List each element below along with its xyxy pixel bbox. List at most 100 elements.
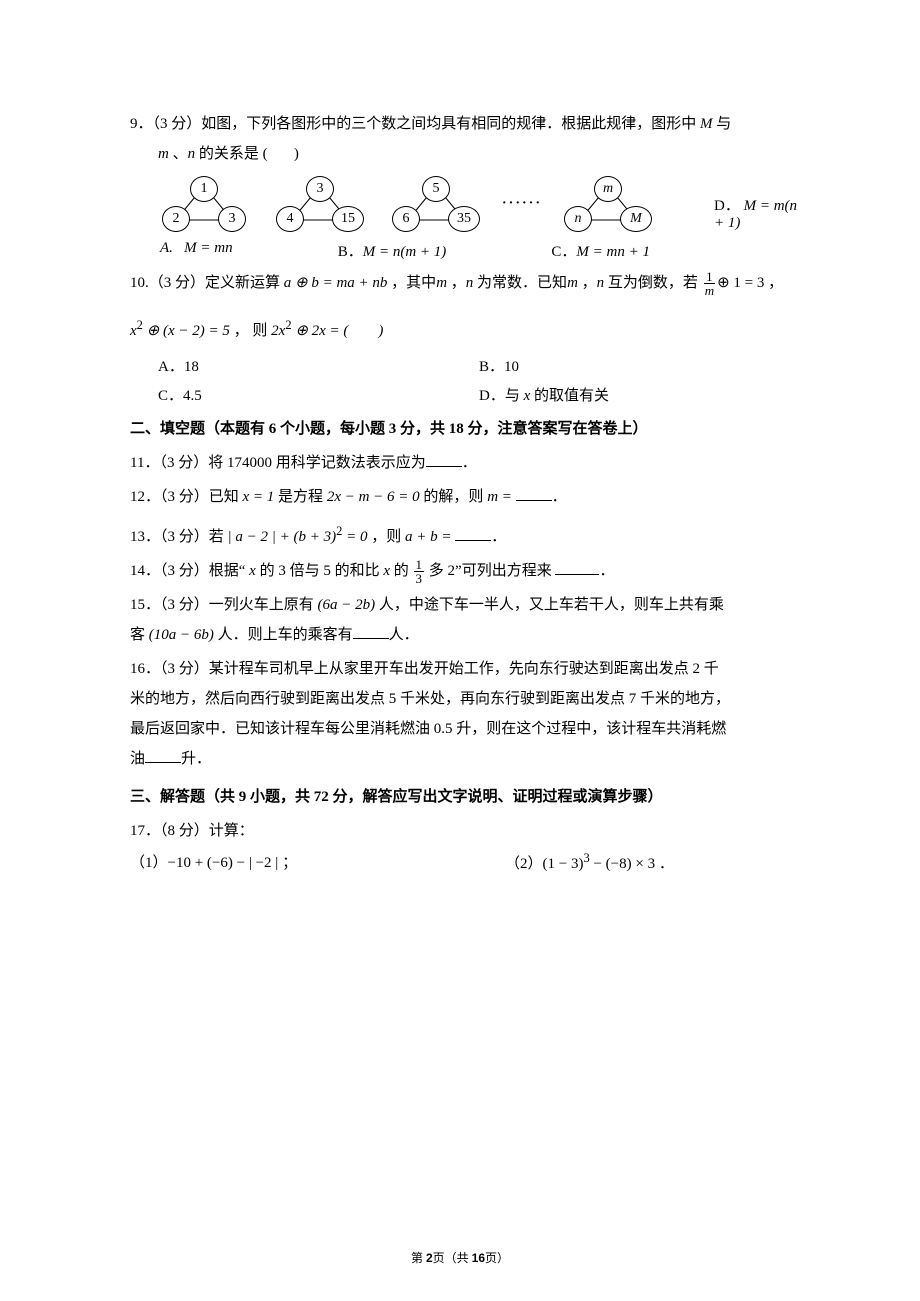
q15-p2: (10a − 6b): [149, 627, 214, 643]
q10-l2d: 2x: [271, 323, 285, 339]
tree3-right: 35: [448, 206, 480, 232]
q14-a: 14．（3 分）根据“: [130, 563, 249, 579]
q10-frac-d: m: [703, 284, 716, 297]
q9-tree-1: 123: [154, 172, 254, 234]
q10-optB: B．10: [479, 355, 800, 376]
q10-tail: ⊕ 1 = 3: [717, 275, 764, 291]
q14-frac: 13: [414, 558, 425, 585]
q9-text-b: 与: [713, 116, 732, 132]
q15-blank: [353, 625, 389, 639]
q13: 13．（3 分）若 | a − 2 | + (b + 3)2 = 0 ，则 a …: [130, 517, 800, 551]
q9-paren: 的关系是 ( ): [195, 146, 299, 162]
q15-b: 人，中途下车一半人，又上车若干人，则车上共有乘: [375, 597, 724, 613]
q11-a: 11．（3 分）将 174000 用科学记数法表示应为: [130, 455, 426, 471]
p2-a: (1 − 3): [543, 856, 584, 872]
q10-b: ，其中: [387, 275, 436, 291]
q12-eq: 2x − m − 6 = 0: [327, 489, 420, 505]
tree4-top-text: m: [603, 181, 613, 197]
q9-n: n: [188, 146, 196, 162]
q12-c: 的解，则: [420, 489, 488, 505]
page-footer: 第 2页（共 16页）: [0, 1249, 920, 1266]
q9-optd-label: D．: [714, 198, 740, 214]
tree1-left: 2: [162, 206, 190, 232]
q15-l2b: 人．则上车的乘客有: [214, 627, 353, 643]
f-b: 2: [426, 1251, 433, 1265]
p1-expr: −10 + (−6) − | −2 |: [168, 855, 279, 871]
q16-l1: 16．（3 分）某计程车司机早上从家里开车出发开始工作，先向东行驶达到距离出发点…: [130, 655, 800, 683]
q10-optD-b: 的取值有关: [530, 388, 609, 404]
q9-stem-line2: m 、n 的关系是 ( ): [130, 140, 800, 168]
tree2-top: 3: [306, 176, 334, 202]
q13-ab: a + b =: [405, 529, 452, 545]
q9-text-a: 9．（3 分）如图，下列各图形中的三个数之间均具有相同的规律．根据此规律，图形中: [130, 116, 700, 132]
tree3-top: 5: [422, 176, 450, 202]
p1-label: （1）: [130, 855, 168, 871]
q10-a: 10.（3 分）定义新运算: [130, 275, 284, 291]
ellipsis-icon: ······: [502, 172, 542, 212]
q10-d: 互为倒数，若: [604, 275, 702, 291]
tree2-left: 4: [276, 206, 304, 232]
tree1-top: 1: [190, 176, 218, 202]
q17-stem: 17．（8 分）计算：: [130, 817, 800, 845]
q13-b: ，则: [368, 529, 406, 545]
q11: 11．（3 分）将 174000 用科学记数法表示应为 ．: [130, 449, 800, 477]
tree4-right-text: M: [630, 211, 642, 227]
tree4-right: M: [620, 206, 652, 232]
q9-M: M: [700, 116, 713, 132]
q15-l2c: 人．: [389, 627, 419, 643]
q13-d: ．: [491, 529, 506, 545]
q10-optC: C．4.5: [158, 384, 479, 405]
q13-a: 13．（3 分）若: [130, 529, 228, 545]
q16-blank: [145, 749, 181, 763]
q10-c: 为常数．已知: [473, 275, 567, 291]
q16-l3: 最后返回家中．已知该计程车每公里消耗燃油 0.5 升，则在这个过程中，该计程车共…: [130, 715, 800, 743]
q10-l2b: ⊕ (x − 2) = 5: [143, 323, 230, 339]
tree3-left: 6: [392, 206, 420, 232]
f-c: 页（共: [433, 1251, 472, 1265]
q10-c1: ，: [447, 275, 466, 291]
q12-b: 是方程: [274, 489, 327, 505]
q15-l2a: 客: [130, 627, 149, 643]
q16-l2: 米的地方，然后向西行驶到距离出发点 5 千米处，再向东行驶到距离出发点 7 千米…: [130, 685, 800, 713]
q11-b: ．: [462, 455, 477, 471]
q10-optD-a: D．与: [479, 388, 524, 404]
q9-tree-4: m n M: [558, 172, 658, 234]
tree4-left-text: n: [575, 211, 582, 227]
q14-d: 多 2”可列出方程来: [425, 563, 555, 579]
p2-b: − (−8) × 3: [590, 856, 655, 872]
q15-a: 15．（3 分）一列火车上原有: [130, 597, 318, 613]
p2-tail: ．: [655, 856, 674, 872]
q10-l2e: ⊕ 2x = ( ): [292, 323, 384, 339]
q10-line1: 10.（3 分）定义新运算 a ⊕ b = ma + nb ，其中m ，n 为常…: [130, 269, 800, 297]
q9-options-abc: A. M = mn B．M = n(m + 1) C．M = mn + 1: [130, 240, 670, 261]
q14-blank: [555, 561, 599, 575]
q17-p1: （1）−10 + (−6) − | −2 | ；: [130, 851, 465, 873]
q14-b: 的 3 倍与 5 的和比: [256, 563, 384, 579]
p1-tail: ；: [278, 855, 297, 871]
q12-blank: [516, 487, 552, 501]
q16-l4b: 升．: [181, 751, 211, 767]
q10-options-cd: C．4.5 D．与 x 的取值有关: [130, 384, 800, 405]
tree2-right: 15: [332, 206, 364, 232]
q10-frac: 1m: [703, 270, 716, 297]
q9-tree-2: 34 15: [270, 172, 370, 234]
q16-l4a: 油: [130, 751, 145, 767]
q15-line1: 15．（3 分）一列火车上原有 (6a − 2b) 人，中途下车一半人，又上车若…: [130, 591, 800, 619]
f-a: 第: [411, 1251, 426, 1265]
optA-label: A.: [160, 240, 184, 256]
q10-line2: x2 ⊕ (x − 2) = 5 ， 则 2x2 ⊕ 2x = ( ): [130, 311, 800, 345]
q10-c2: ，: [578, 275, 597, 291]
q10-e: ，: [764, 275, 783, 291]
q9-tree-3: 56 35: [386, 172, 486, 234]
section2-heading: 二、填空题（本题有 6 个小题，每小题 3 分，共 18 分，注意答案写在答卷上…: [130, 415, 800, 443]
optB-expr: M = n(m + 1): [363, 244, 447, 260]
q14-e: ．: [599, 563, 614, 579]
optA-expr: M = mn: [184, 240, 232, 256]
tree4-top: m: [594, 176, 622, 202]
q10-m2: m: [567, 275, 578, 291]
q12-x: x = 1: [243, 489, 275, 505]
q10-optA: A．18: [158, 355, 479, 376]
q14-c: 的: [390, 563, 413, 579]
q9-opt-b: B．M = n(m + 1): [338, 240, 447, 261]
q10-x2: x: [130, 323, 137, 339]
